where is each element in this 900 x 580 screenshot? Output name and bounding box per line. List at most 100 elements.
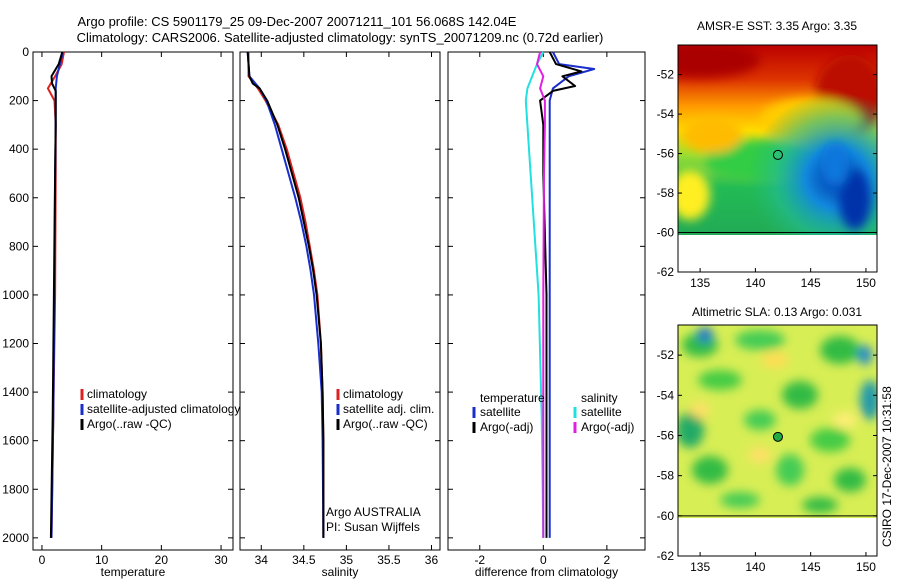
sla-map-xtick-label: 140 [745,560,765,574]
sla-anomaly-patch [744,410,776,430]
sal-xlabel: salinity [322,565,359,579]
sla-anomaly-patch [810,428,850,452]
sla-anomaly-patch [692,456,728,484]
temp-xtick-label: 10 [95,553,109,567]
diff-plot-frame [447,51,646,551]
sla-map-xtick-label: 150 [856,560,876,574]
sla-anomaly-patch [678,412,704,448]
temp-xtick-label: 30 [214,553,228,567]
temp-xlabel: temperature [101,565,166,579]
sst-map-ytick-label: -58 [657,186,675,200]
sst-map-ytick-label: -62 [657,265,675,279]
sla-anomaly-patch [697,327,713,343]
diff-xlabel: difference from climatology [475,565,618,579]
diff-legend-label: satellite [480,405,521,419]
temp-xtick-label: 20 [155,553,169,567]
temp-ytick-label: 1000 [2,288,29,302]
sal-annotation: Argo AUSTRALIA [326,505,421,519]
sal-plot-frame [239,51,441,551]
temp-ytick-label: 600 [9,191,29,205]
temp-ytick-label: 2000 [2,531,29,545]
sla-anomaly-patch [776,454,804,486]
sla-anomaly-patch [860,380,877,420]
sla-argo-marker [772,431,783,442]
sla-map-xtick-label: 135 [690,560,710,574]
diff-legend-label: Argo(-adj) [480,420,533,434]
temperature-panel: 0 10 20 30 0 200 400 600 800 1000 1200 1400 1600 1800… [2,45,240,579]
diff-xtick-label: 0 [540,553,547,567]
sal-xtick-label: 34 [255,553,269,567]
credit-stamp: CSIRO 17-Dec-2007 10:31:58 [880,386,894,547]
sla-anomaly-patch [858,345,872,365]
sal-series-line [247,52,325,538]
header-line2: Climatology: CARS2006. Satellite-adjuste… [77,30,604,45]
sla-map-ytick-label: -52 [657,348,675,362]
sla-map-title: Altimetric SLA: 0.13 Argo: 0.031 [692,305,862,319]
diff-legend-header: temperature [480,391,545,405]
sst-map-xtick-label: 140 [745,276,765,290]
diff-series-line [539,51,583,538]
sst-map-xtick-label: 145 [801,276,821,290]
sla-anomaly-patch [735,330,785,350]
diff-series-line [536,51,546,538]
temp-legend-label: satellite-adjusted climatology [87,402,240,416]
sal-xtick-label: 35 [340,553,354,567]
sst-map-panel: AMSR-E SST: 3.35 Argo: 3.35 135 140 145 150… [657,19,878,290]
sal-xtick-label: 35.5 [377,553,401,567]
sal-annotation: PI: Susan Wijffels [326,520,420,534]
sla-anomaly-patch [761,352,789,368]
temp-plot-frame [32,51,234,551]
sla-heatmap [678,325,877,518]
sla-anomaly-patch [690,402,710,418]
sst-map-ytick-label: -56 [657,147,675,161]
sal-legend-label: climatology [343,387,403,401]
diff-series-line [524,51,545,538]
sla-anomaly-patch [820,336,860,364]
sst-map-ytick-label: -54 [657,107,675,121]
sst-map-ytick-label: -60 [657,226,675,240]
temp-legend-label: climatology [87,387,147,401]
diff-xtick-label: 2 [604,553,611,567]
sla-map-ytick-label: -58 [657,469,675,483]
diff-series-line [548,51,596,538]
sla-anomaly-patch [782,381,818,409]
sla-anomaly-patch [802,497,838,513]
sal-xtick-label: 36 [425,553,439,567]
temp-ytick-label: 800 [9,239,29,253]
sla-map-ytick-label: -54 [657,388,675,402]
sst-map-title: AMSR-E SST: 3.35 Argo: 3.35 [697,19,857,33]
sst-map-frame [677,44,878,273]
sla-map-panel: Altimetric SLA: 0.13 Argo: 0.031 135 140 1… [657,305,878,574]
temp-ytick-label: 200 [9,94,29,108]
header-line1: Argo profile: CS 5901179_25 09-Dec-2007 … [78,14,517,29]
sla-anomaly-patch [748,447,772,463]
sst-map-xtick-label: 150 [856,276,876,290]
diff-legend-header: salinity [581,391,618,405]
sal-xtick-label: 34.5 [292,553,316,567]
sla-map-ytick-label: -60 [657,509,675,523]
sal-series-line [246,51,325,538]
temp-legend-label: Argo(..raw -QC) [87,417,172,431]
sst-argo-marker [772,149,783,160]
sal-legend-label: Argo(..raw -QC) [343,417,428,431]
temp-xtick-label: 0 [39,553,46,567]
sal-legend-label: satellite adj. clim. [343,402,434,416]
sla-map-ytick-label: -56 [657,428,675,442]
sla-map-frame [677,324,878,557]
diff-legend-label: Argo(-adj) [581,420,634,434]
sla-anomaly-patch [698,370,742,390]
sla-map-ytick-label: -62 [657,549,675,563]
temp-ytick-label: 1800 [2,482,29,496]
sla-map-xtick-label: 145 [801,560,821,574]
sst-map-xtick-label: 135 [690,276,710,290]
sla-anomaly-patch [720,492,760,508]
temp-ytick-label: 1600 [2,434,29,448]
sla-anomaly-patch [833,412,857,428]
sla-anomaly-patch [834,468,866,492]
sst-heatmap [678,45,877,235]
diff-xtick-label: -2 [474,553,485,567]
sst-map-ytick-label: -52 [657,68,675,82]
temp-ytick-label: 0 [22,45,29,59]
